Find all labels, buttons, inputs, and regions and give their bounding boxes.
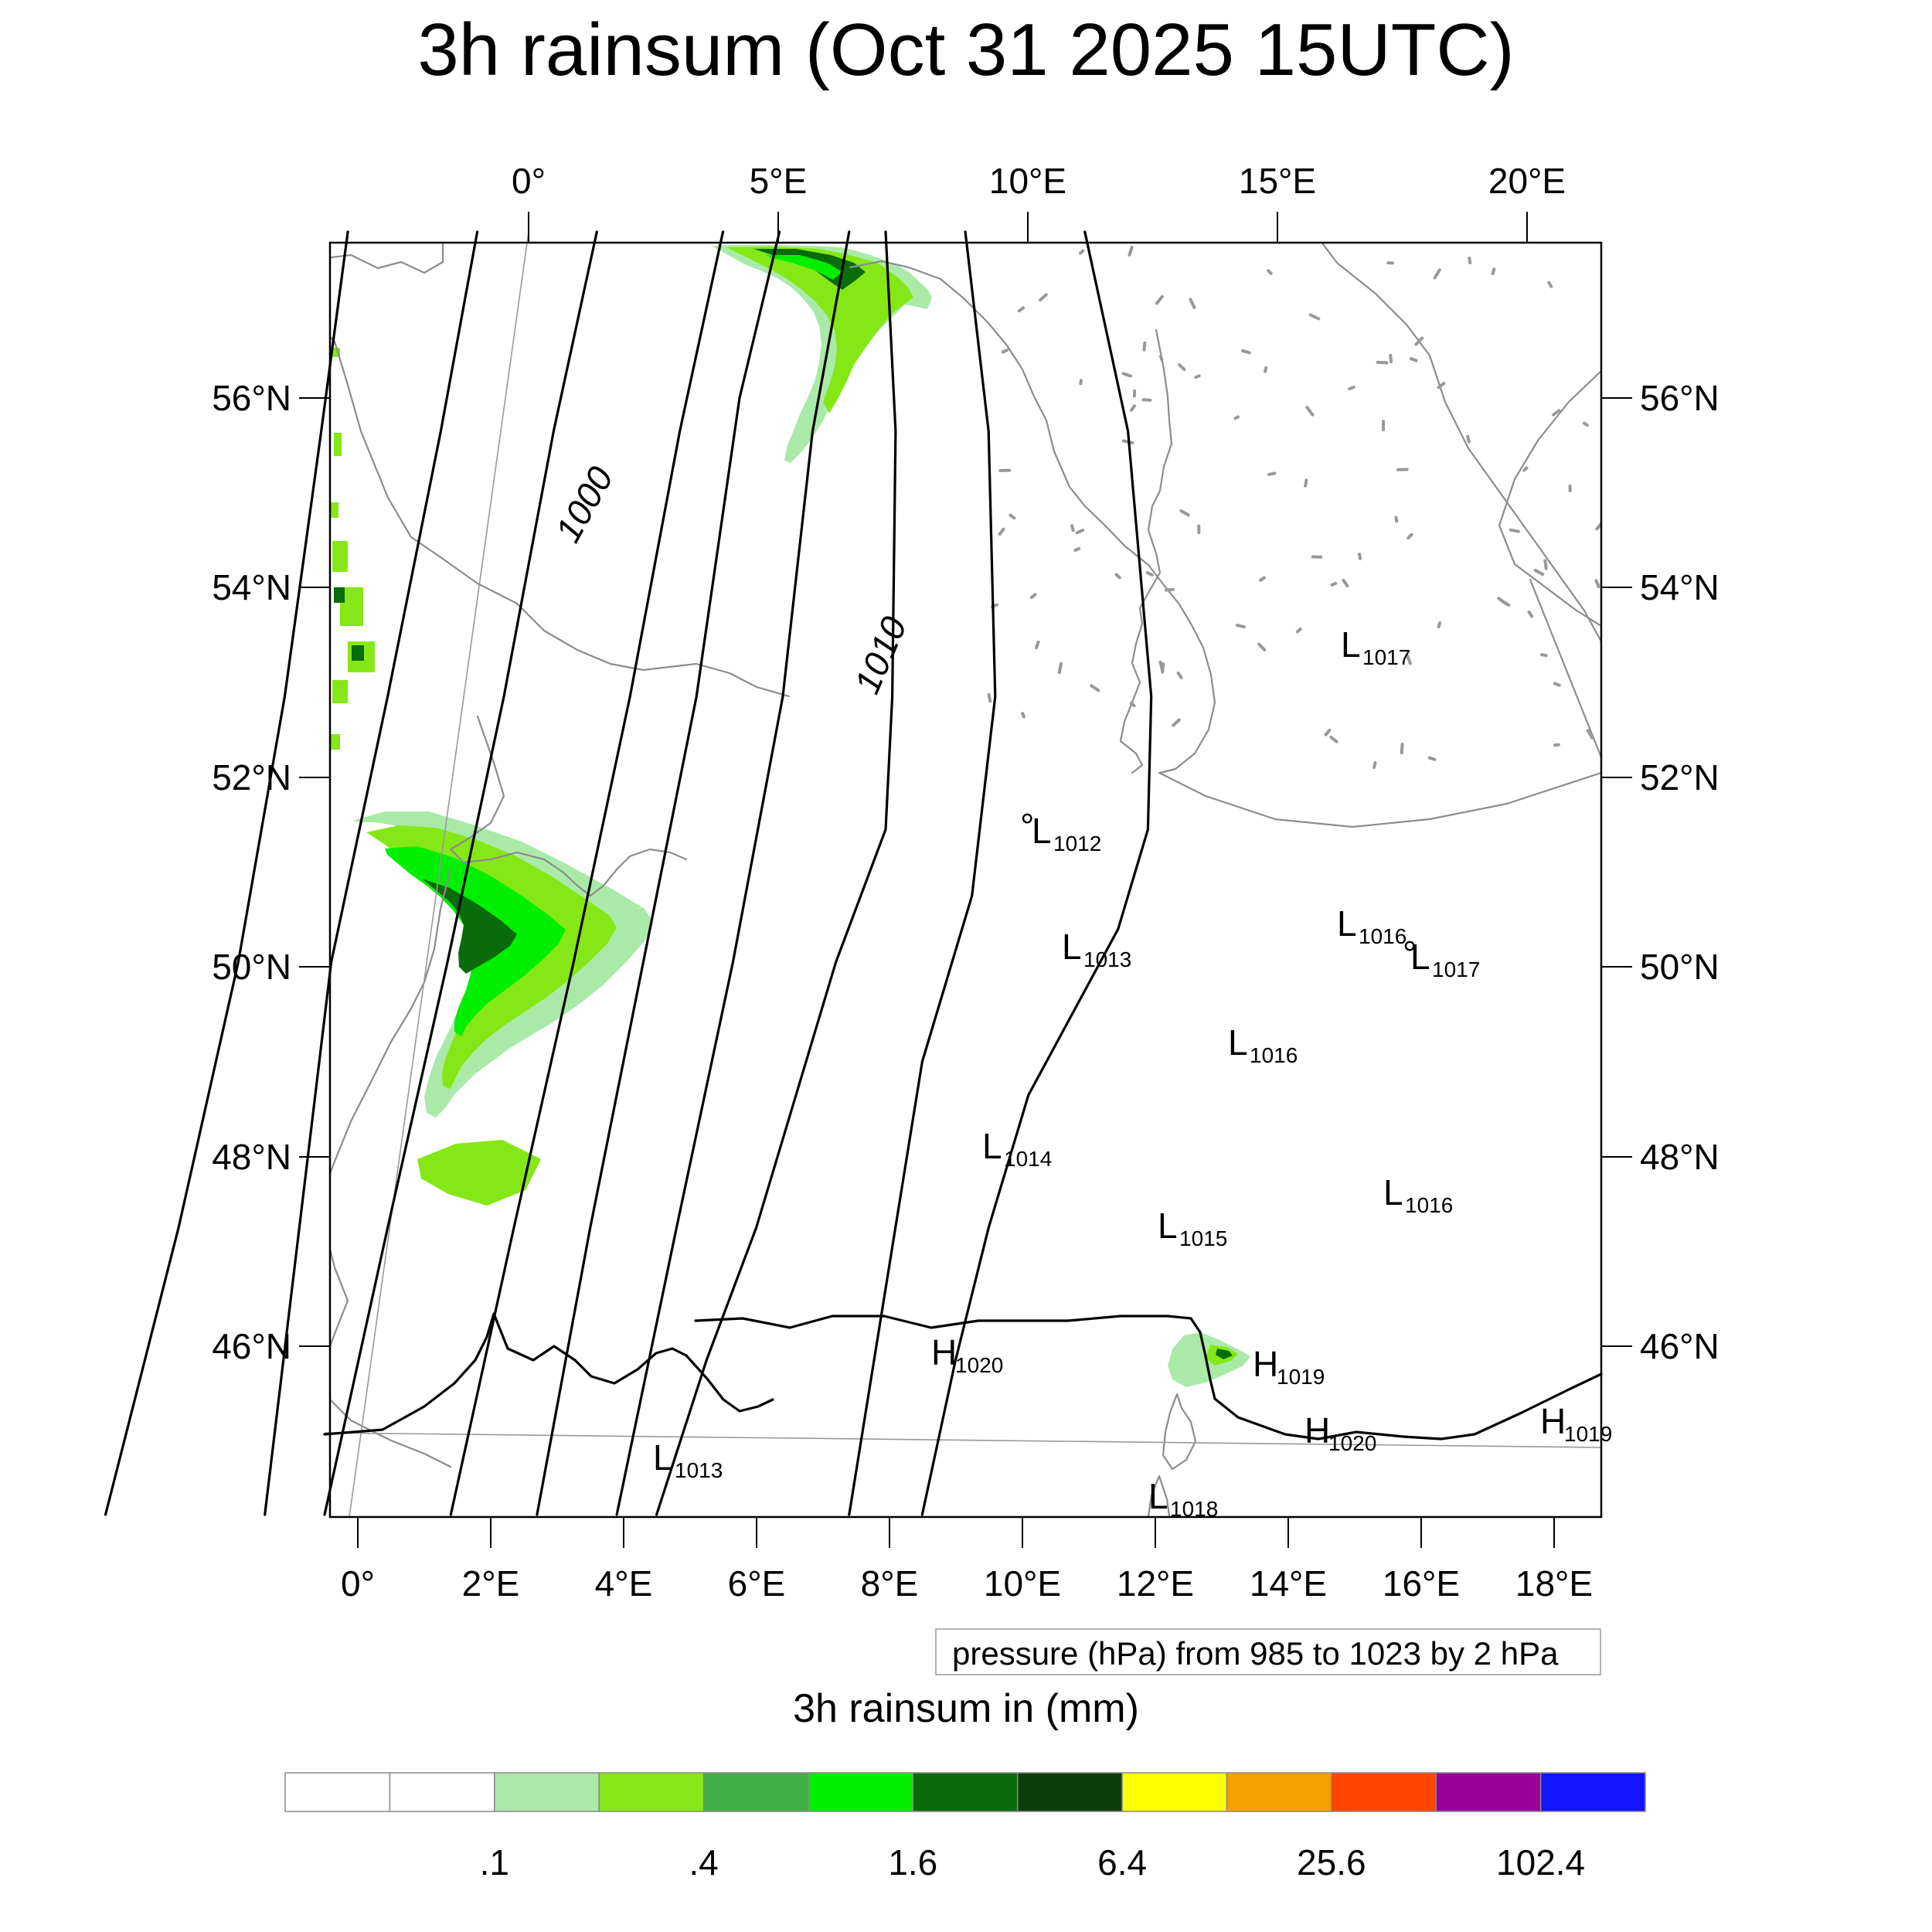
svg-text:1020: 1020 — [1328, 1431, 1376, 1455]
svg-text:20°E: 20°E — [1488, 161, 1566, 201]
svg-text:L: L — [1032, 811, 1052, 851]
svg-text:50°N: 50°N — [1640, 947, 1719, 987]
svg-text:1019: 1019 — [1277, 1365, 1325, 1389]
svg-text:48°N: 48°N — [212, 1137, 291, 1177]
svg-text:L: L — [1410, 937, 1430, 977]
svg-text:8°E: 8°E — [861, 1563, 919, 1604]
svg-text:L: L — [1062, 927, 1082, 967]
svg-text:.4: .4 — [689, 1842, 718, 1883]
svg-text:56°N: 56°N — [1640, 378, 1719, 418]
svg-text:H: H — [931, 1332, 957, 1372]
svg-text:52°N: 52°N — [1640, 757, 1719, 798]
svg-text:1016: 1016 — [1359, 924, 1406, 948]
svg-text:1000: 1000 — [547, 460, 621, 549]
svg-text:L: L — [1383, 1172, 1403, 1213]
svg-text:H: H — [1304, 1410, 1330, 1451]
svg-text:4°E: 4°E — [595, 1563, 653, 1604]
svg-text:1017: 1017 — [1362, 645, 1410, 669]
svg-text:6°E: 6°E — [728, 1563, 786, 1604]
svg-text:52°N: 52°N — [212, 757, 291, 798]
svg-text:1017: 1017 — [1432, 957, 1480, 981]
svg-text:L: L — [1158, 1206, 1178, 1246]
svg-text:102.4: 102.4 — [1496, 1842, 1585, 1883]
svg-text:1010: 1010 — [846, 611, 914, 699]
svg-text:12°E: 12°E — [1117, 1563, 1194, 1604]
svg-text:1015: 1015 — [1179, 1226, 1227, 1250]
svg-text:L: L — [1148, 1476, 1168, 1516]
svg-text:L: L — [982, 1126, 1002, 1166]
svg-text:10°E: 10°E — [984, 1563, 1061, 1604]
svg-text:1016: 1016 — [1405, 1193, 1453, 1217]
svg-text:1014: 1014 — [1004, 1147, 1052, 1171]
svg-text:15°E: 15°E — [1239, 161, 1316, 201]
svg-text:46°N: 46°N — [212, 1326, 291, 1366]
svg-text:16°E: 16°E — [1383, 1563, 1460, 1604]
svg-text:5°E: 5°E — [750, 161, 808, 201]
svg-text:50°N: 50°N — [212, 947, 291, 987]
svg-text:18°E: 18°E — [1515, 1563, 1593, 1604]
svg-text:25.6: 25.6 — [1297, 1842, 1366, 1883]
svg-text:H: H — [1253, 1344, 1278, 1384]
svg-text:L: L — [1341, 624, 1361, 665]
svg-text:0°: 0° — [341, 1563, 375, 1604]
svg-text:6.4: 6.4 — [1097, 1842, 1147, 1883]
svg-text:3h rainsum in (mm): 3h rainsum in (mm) — [793, 1686, 1139, 1731]
svg-text:L: L — [653, 1437, 673, 1478]
svg-text:10°E: 10°E — [989, 161, 1066, 201]
svg-text:1019: 1019 — [1564, 1422, 1612, 1446]
svg-text:48°N: 48°N — [1640, 1137, 1719, 1177]
svg-text:2°E: 2°E — [462, 1563, 520, 1604]
svg-text:L: L — [1228, 1022, 1248, 1063]
svg-text:54°N: 54°N — [212, 567, 291, 607]
svg-text:1012: 1012 — [1053, 832, 1101, 855]
svg-text:H: H — [1540, 1401, 1566, 1441]
svg-text:1013: 1013 — [1083, 947, 1131, 971]
svg-text:56°N: 56°N — [212, 378, 291, 418]
svg-text:L: L — [1337, 903, 1357, 944]
svg-text:14°E: 14°E — [1250, 1563, 1327, 1604]
svg-text:1016: 1016 — [1250, 1043, 1298, 1067]
svg-text:1013: 1013 — [675, 1458, 723, 1482]
svg-text:.1: .1 — [480, 1842, 509, 1883]
svg-text:46°N: 46°N — [1640, 1326, 1719, 1366]
svg-text:1020: 1020 — [955, 1353, 1003, 1377]
svg-text:pressure (hPa) from 985 to 102: pressure (hPa) from 985 to 1023 by 2 hPa — [952, 1635, 1559, 1672]
svg-text:1.6: 1.6 — [888, 1842, 937, 1883]
svg-text:54°N: 54°N — [1640, 567, 1719, 607]
svg-text:0°: 0° — [512, 161, 546, 201]
